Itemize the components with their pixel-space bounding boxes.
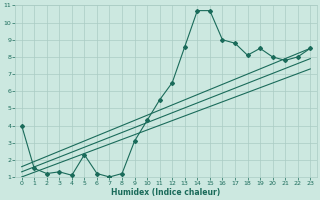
X-axis label: Humidex (Indice chaleur): Humidex (Indice chaleur) bbox=[111, 188, 220, 197]
